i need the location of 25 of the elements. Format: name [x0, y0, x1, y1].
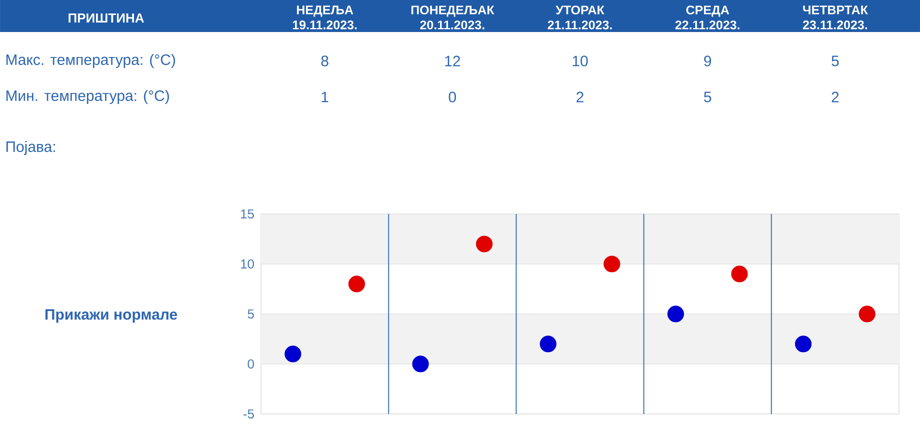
text: Појава:: [6, 141, 55, 155]
data-label: 2: [832, 92, 839, 102]
data-label: 10: [572, 56, 588, 66]
y-tick-label: 15: [241, 209, 254, 219]
data-label: 8: [321, 56, 328, 66]
y-tick-label: 10: [241, 259, 254, 269]
y-tick-label: -5: [243, 409, 254, 419]
text: Макс. температура: (°C): [6, 54, 176, 68]
y-tick-label: 0: [248, 359, 254, 369]
data-label: 5: [704, 92, 712, 102]
data-label: 9: [704, 56, 712, 66]
text: Мин. температура: (°C): [6, 90, 169, 104]
data-label: 0: [448, 92, 456, 102]
data-label: 5: [832, 56, 839, 66]
category-label: ЧЕТВРТАК 23.11.2023.: [802, 6, 868, 30]
text: Прикажи нормале: [45, 309, 178, 323]
data-label: 1: [322, 92, 328, 102]
category-label: ПОНЕДЕЉАК 20.11.2023.: [411, 6, 494, 30]
y-tick-label: 5: [248, 309, 254, 319]
data-label: 2: [576, 92, 584, 102]
category-label: СРЕДА 22.11.2023.: [675, 6, 740, 30]
text: ПРИШТИНА: [68, 14, 144, 22]
category-label: НЕДЕЉА 19.11.2023.: [292, 6, 357, 30]
data-label: 12: [445, 56, 460, 66]
category-label: УТОРАК 21.11.2023.: [548, 6, 612, 30]
